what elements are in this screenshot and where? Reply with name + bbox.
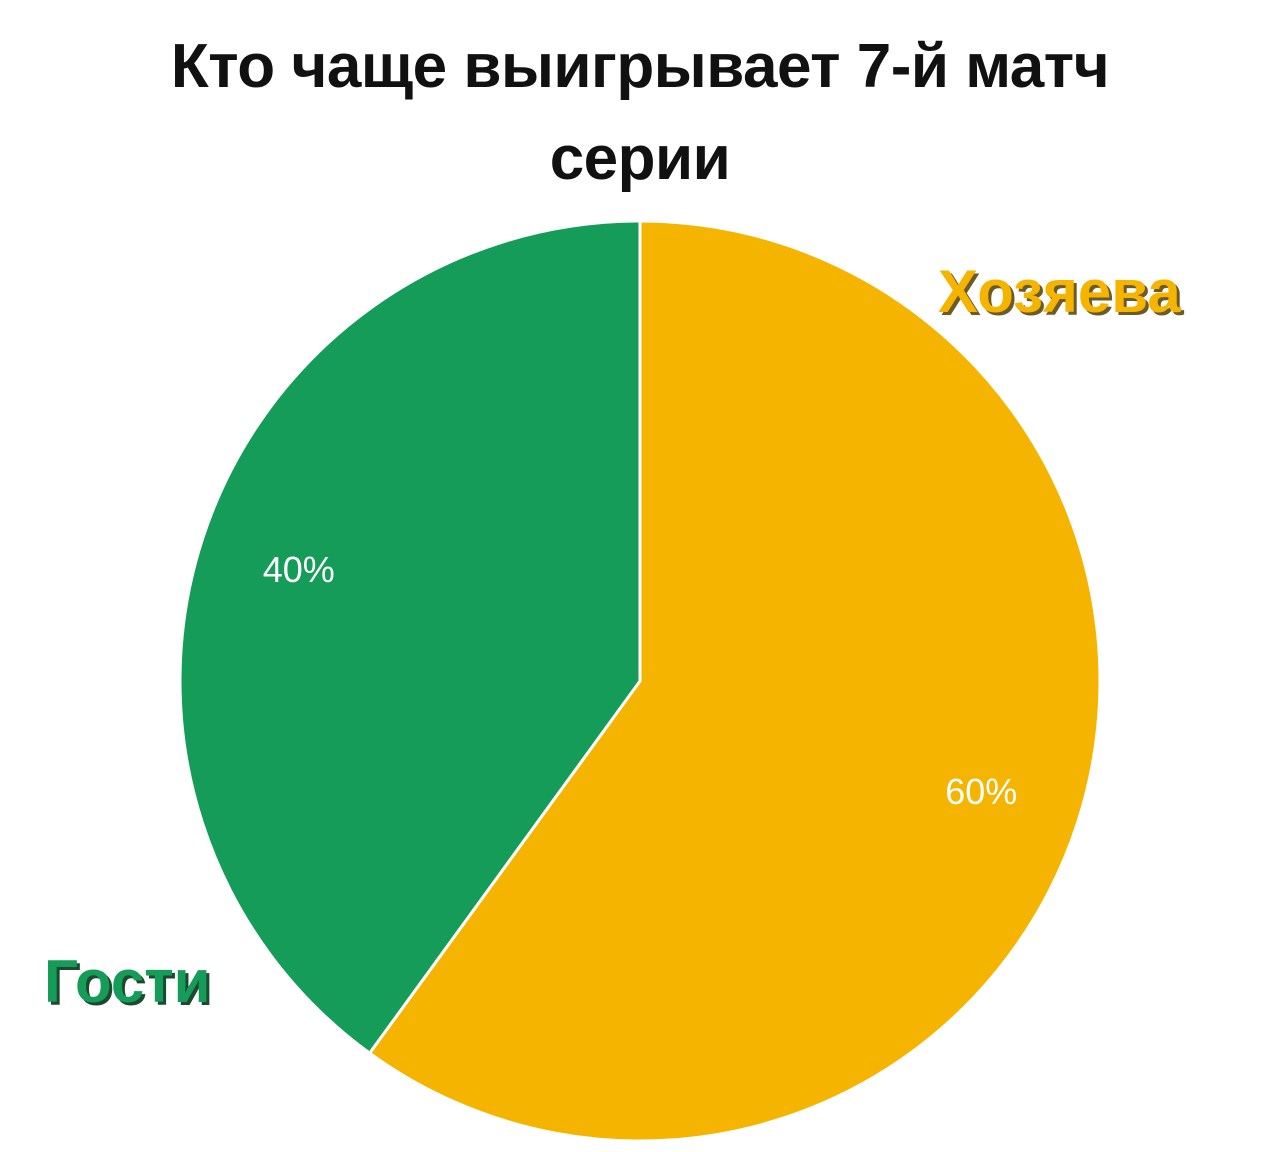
legend-label-away: Гости: [44, 948, 211, 1015]
pie-slice-1: [178, 219, 642, 1056]
data-label-0: 60%: [945, 771, 1017, 812]
chart-title-line-2: серии: [549, 124, 731, 193]
chart-title-line-1: Кто чаще выигрывает 7-й матч: [170, 32, 1110, 101]
data-label-1: 40%: [263, 549, 335, 590]
legend-label-home: Хозяева: [938, 258, 1181, 325]
pie-slice-0: [367, 219, 1102, 1143]
